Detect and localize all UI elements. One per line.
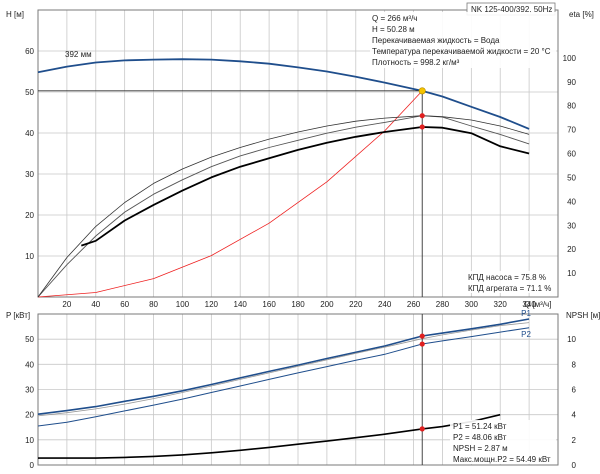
info-density: Плотность = 998.2 кг/м³ <box>372 58 460 67</box>
right-tick-label: 10 <box>567 269 576 278</box>
x-tick-label: 240 <box>378 300 392 309</box>
left-tick-label: 20 <box>25 211 34 220</box>
series-line-p-ext <box>37 322 530 417</box>
x-tick-label: 260 <box>407 300 421 309</box>
curve-label-392mm: 392 мм <box>65 50 92 59</box>
right-tick-label: 80 <box>567 102 576 111</box>
left-tick-label: 0 <box>30 461 35 470</box>
series-line-4 <box>37 115 530 298</box>
x-tick-label: 40 <box>91 300 100 309</box>
x-tick-label: 300 <box>465 300 479 309</box>
info-q: Q = 266 м³/ч <box>372 14 417 23</box>
x-tick-label: 140 <box>234 300 248 309</box>
x-tick-label: 20 <box>62 300 71 309</box>
right-tick-label: 60 <box>567 150 576 159</box>
right-axis-label-npsh: NPSH [м] <box>566 311 600 320</box>
series-line-0 <box>37 58 530 130</box>
left-axis-label-p: P [кВт] <box>6 311 30 320</box>
bottom-chart-grid <box>38 314 558 465</box>
series-line-3 <box>81 126 530 247</box>
right-tick-label: 30 <box>567 221 576 230</box>
left-tick-label: 50 <box>25 335 34 344</box>
p2-marker <box>419 341 425 347</box>
left-tick-label: 10 <box>25 436 34 445</box>
bottom-chart-series: P1 P2 <box>37 309 531 465</box>
readout-npsh: NPSH = 2.87 м <box>453 444 508 453</box>
pump-efficiency-note: КПД насоса = 75.8 % <box>468 273 546 282</box>
eta-pump-marker <box>419 113 425 119</box>
duty-point-marker <box>418 87 426 95</box>
top-chart-frame <box>37 9 559 298</box>
bottom-chart: P1 P2 0 10 20 30 40 50 0 2 4 6 8 10 P [кВт] NPSH [м]… <box>6 309 600 470</box>
right-tick-label: 40 <box>567 197 576 206</box>
top-chart-ticks: 20 40 60 80 100 120 140 160 180 200 220 240 260 280 30… <box>25 47 576 309</box>
readout-p1: P1 = 51.24 кВт <box>453 422 507 431</box>
right-tick-label: 90 <box>567 78 576 87</box>
right-tick-label: 4 <box>572 411 577 420</box>
series-line-2 <box>37 115 530 298</box>
series-line-p2 <box>37 327 530 427</box>
left-tick-label: 40 <box>25 360 34 369</box>
right-tick-label: 50 <box>567 173 576 182</box>
left-tick-label: 40 <box>25 129 34 138</box>
chart-title: NK 125-400/392, 50Hz <box>471 5 552 14</box>
left-tick-label: 50 <box>25 88 34 97</box>
x-tick-label: 220 <box>349 300 363 309</box>
series-label-p1: P1 <box>521 309 531 318</box>
info-h: H = 50.28 м <box>372 25 415 34</box>
series-line-npsh <box>38 413 501 459</box>
x-tick-label: 160 <box>262 300 276 309</box>
x-tick-label: 180 <box>291 300 305 309</box>
top-chart: 20 40 60 80 100 120 140 160 180 200 220 240 260 280 30… <box>6 2 594 309</box>
right-tick-label: 2 <box>572 436 577 445</box>
info-liquid: Перекачиваемая жидкость = Вода <box>372 36 500 45</box>
info-temperature: Температура перекачиваемой жидкости = 20… <box>372 47 551 56</box>
series-line-p1 <box>37 318 530 415</box>
p1-marker <box>419 333 425 339</box>
bottom-chart-ticks: 0 10 20 30 40 50 0 2 4 6 8 10 <box>25 335 576 470</box>
series-label-p2: P2 <box>521 330 531 339</box>
left-tick-label: 20 <box>25 411 34 420</box>
info-box: Q = 266 м³/ч H = 50.28 м Перекачиваемая … <box>370 12 556 68</box>
readout-p2: P2 = 48.06 кВт <box>453 433 507 442</box>
right-tick-label: 8 <box>572 360 577 369</box>
left-tick-label: 30 <box>25 170 34 179</box>
x-tick-label: 200 <box>320 300 334 309</box>
x-tick-label: 60 <box>120 300 129 309</box>
left-axis-label-h: H [м] <box>6 10 24 19</box>
x-tick-label: 120 <box>205 300 219 309</box>
right-tick-label: 70 <box>567 126 576 135</box>
right-axis-label-eta: eta [%] <box>569 10 594 19</box>
bottom-chart-frame <box>37 313 559 466</box>
right-tick-label: 20 <box>567 245 576 254</box>
right-tick-label: 6 <box>572 386 577 395</box>
x-tick-label: 100 <box>176 300 190 309</box>
left-tick-label: 60 <box>25 47 34 56</box>
top-chart-series <box>37 58 530 298</box>
readout-max-power: Макс.мощн.P2 = 54.49 кВт <box>453 455 551 464</box>
eta-unit-marker <box>419 124 425 130</box>
series-line-1 <box>37 90 423 298</box>
right-tick-label: 0 <box>572 461 577 470</box>
x-tick-label: 280 <box>436 300 450 309</box>
right-tick-label: 10 <box>567 335 576 344</box>
efficiency-notes: КПД насоса = 75.8 % КПД агрегата = 71.1 … <box>466 271 556 293</box>
unit-efficiency-note: КПД агрегата = 71.1 % <box>468 284 551 293</box>
left-tick-label: 10 <box>25 252 34 261</box>
x-tick-label: 320 <box>494 300 508 309</box>
left-tick-label: 30 <box>25 386 34 395</box>
power-readout: P1 = 51.24 кВт P2 = 48.06 кВт NPSH = 2.8… <box>450 420 556 464</box>
right-tick-label: 100 <box>563 54 577 63</box>
npsh-marker <box>419 426 425 432</box>
x-axis-label-q: Q [м³/ч] <box>524 300 551 309</box>
x-tick-label: 80 <box>149 300 158 309</box>
x-tick-label: 340 <box>522 300 536 309</box>
